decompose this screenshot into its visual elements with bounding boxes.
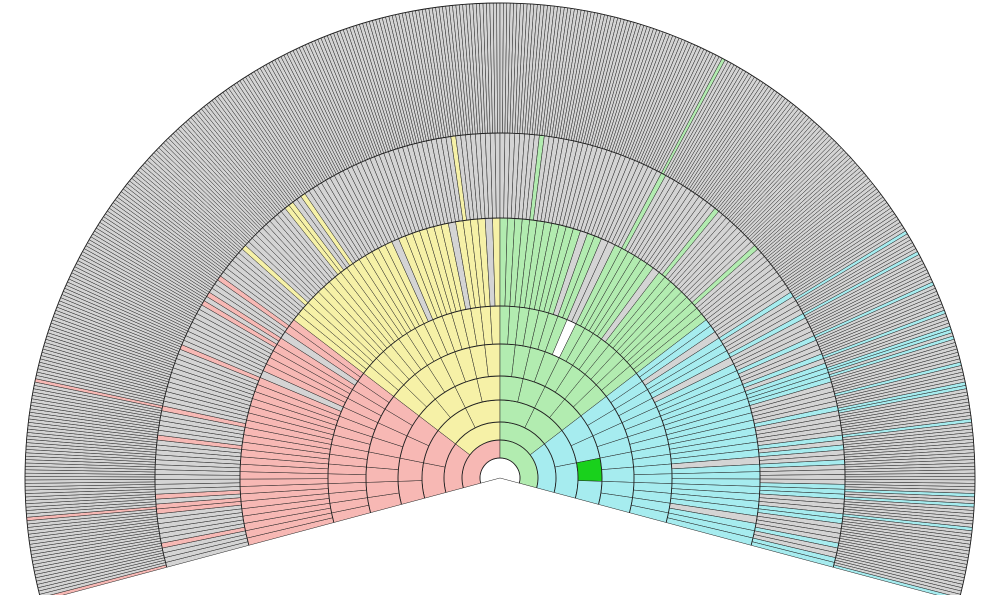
ancestor-slot-gen4-1[interactable] [421,462,447,499]
ancestor-slot-gen6-30[interactable] [601,466,635,483]
fan-chart-segments [24,2,976,595]
generation-ring-4 [421,399,579,499]
ancestor-slot-gen5-1[interactable] [397,480,425,505]
ancestor-slot-gen5-16[interactable] [575,480,603,505]
ancestor-slot-gen4-8[interactable] [553,462,579,499]
generation-ring-1 [479,457,521,484]
generation-ring-5 [397,375,603,505]
generation-ring-6 [365,343,635,513]
generation-ring-3 [443,421,557,493]
generation-ring-8 [239,217,761,546]
generation-ring-10 [24,2,976,595]
ancestor-slot-gen7-60[interactable] [633,473,673,484]
fan-chart-ring-outlines [24,2,976,595]
ancestor-slot-gen9-238[interactable] [759,474,846,480]
generation-ring-9 [154,132,846,568]
generation-ring-2 [461,439,539,488]
generation-ring-7 [327,305,673,523]
ancestor-slot-gen7-5[interactable] [327,473,367,484]
